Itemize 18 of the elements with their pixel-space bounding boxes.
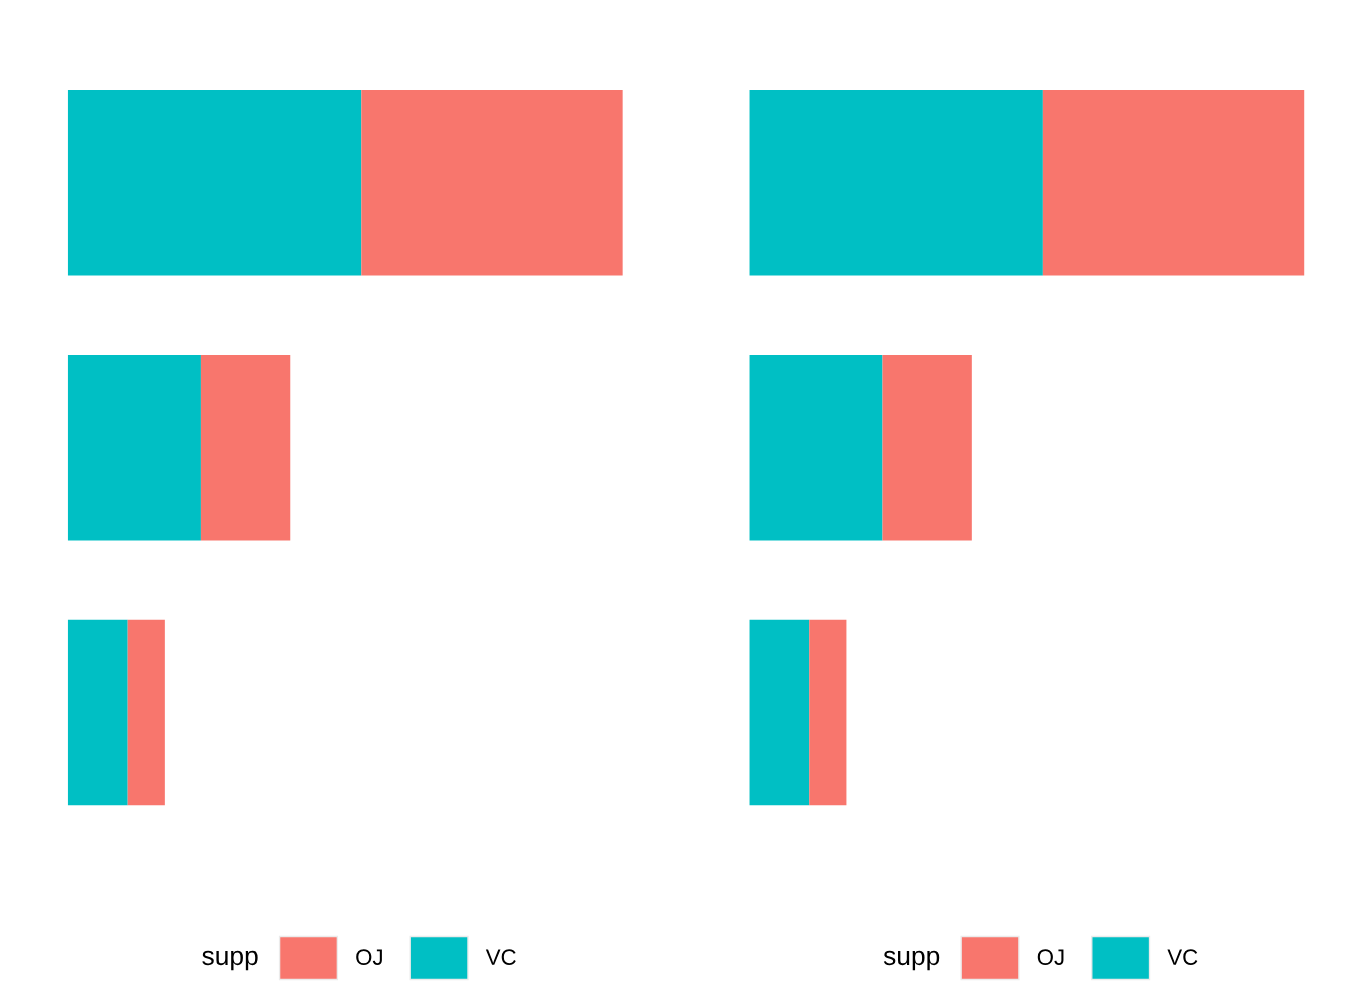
bar bbox=[882, 354, 972, 541]
legend-title: supp bbox=[202, 950, 258, 971]
bar bbox=[67, 90, 362, 276]
legend-title: supp bbox=[883, 950, 940, 971]
legend-label: VC bbox=[485, 949, 516, 966]
legend-label: VC bbox=[1167, 949, 1198, 966]
text: OJ bbox=[1037, 949, 1064, 966]
bar bbox=[1042, 90, 1305, 276]
bar bbox=[67, 354, 201, 541]
bar bbox=[749, 90, 1043, 276]
bar bbox=[200, 354, 291, 541]
bar bbox=[809, 619, 847, 806]
bar bbox=[361, 90, 623, 276]
legend-label: OJ bbox=[356, 949, 382, 966]
bar bbox=[127, 619, 165, 806]
bar bbox=[67, 619, 128, 806]
bar bbox=[749, 354, 883, 541]
bar bbox=[749, 619, 810, 806]
